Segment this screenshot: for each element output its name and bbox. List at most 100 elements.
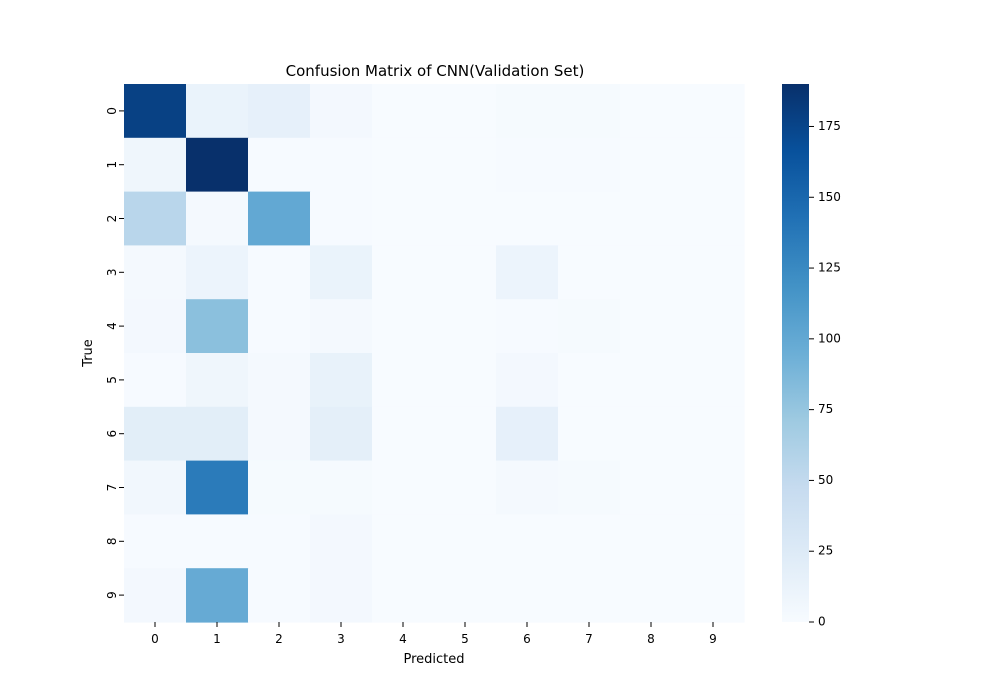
colorbar-tick-label: 100 (818, 331, 841, 345)
heatmap-cell (310, 84, 373, 139)
heatmap-cell (248, 460, 311, 515)
heatmap-cell (248, 568, 311, 623)
heatmap-cell (682, 460, 745, 515)
heatmap-cell (248, 137, 311, 193)
heatmap-cell (248, 299, 311, 354)
heatmap-cell (496, 353, 559, 408)
heatmap-cell (124, 191, 187, 246)
heatmap-cell (186, 353, 249, 408)
heatmap-cell (310, 245, 373, 300)
y-tick-label: 0 (105, 107, 119, 115)
heatmap-cell (620, 137, 683, 193)
x-tick-label: 4 (399, 632, 407, 646)
y-axis: 0 1 2 3 4 5 6 7 8 9 (105, 107, 124, 599)
heatmap-cell (248, 191, 311, 246)
x-axis: 0 1 2 3 4 5 6 7 8 9 (151, 622, 717, 646)
heatmap-cell (124, 245, 187, 300)
heatmap-cell (124, 514, 187, 569)
heatmap-cell (372, 514, 435, 569)
heatmap-cell (496, 568, 559, 623)
colorbar-tick-label: 25 (818, 544, 833, 558)
colorbar-gradient (782, 84, 809, 622)
heatmap-cell (620, 245, 683, 300)
heatmap-cell (186, 568, 249, 623)
heatmap-cell (248, 514, 311, 569)
heatmap-cell (372, 568, 435, 623)
heatmap-cell (682, 84, 745, 139)
y-tick-label: 1 (105, 161, 119, 169)
heatmap-cell (434, 84, 497, 139)
heatmap-cell (496, 137, 559, 193)
heatmap-cell (620, 406, 683, 462)
colorbar-tick-label: 150 (818, 190, 841, 204)
heatmap-cell (434, 191, 497, 246)
heatmap-cell (558, 460, 621, 515)
colorbar-tick-label: 50 (818, 473, 833, 487)
y-tick-label: 4 (105, 322, 119, 330)
x-tick-label: 2 (275, 632, 283, 646)
heatmap-cell (496, 191, 559, 246)
heatmap-cell (124, 568, 187, 623)
heatmap-cell (434, 460, 497, 515)
heatmap-cell (682, 353, 745, 408)
heatmap-cell (186, 84, 249, 139)
heatmap-cell (620, 460, 683, 515)
x-tick-label: 6 (523, 632, 531, 646)
heatmap-cell (372, 84, 435, 139)
heatmap-cell (124, 137, 187, 193)
heatmap-cell (124, 353, 187, 408)
colorbar-tick-label: 75 (818, 402, 833, 416)
heatmap-cell (496, 514, 559, 569)
y-tick-label: 3 (105, 268, 119, 276)
heatmap-cell (620, 514, 683, 569)
heatmap-cell (682, 191, 745, 246)
heatmap-cell (310, 568, 373, 623)
heatmap-cell (186, 460, 249, 515)
heatmap-cell (496, 245, 559, 300)
heatmap-cell (620, 299, 683, 354)
heatmap-cell (248, 353, 311, 408)
heatmap-cell (434, 137, 497, 193)
colorbar: 0 25 50 75 100 125 150 175 (782, 84, 841, 629)
y-axis-label: True (81, 339, 96, 368)
x-tick-label: 5 (461, 632, 469, 646)
heatmap-cell (372, 299, 435, 354)
heatmap-cell (620, 353, 683, 408)
heatmap-cells (124, 84, 745, 623)
heatmap-cell (682, 299, 745, 354)
heatmap-cell (186, 299, 249, 354)
heatmap-cell (434, 299, 497, 354)
heatmap-cell (248, 245, 311, 300)
heatmap-cell (372, 245, 435, 300)
x-tick-label: 0 (151, 632, 159, 646)
heatmap-cell (682, 568, 745, 623)
heatmap-cell (620, 568, 683, 623)
heatmap-cell (248, 84, 311, 139)
heatmap-cell (434, 514, 497, 569)
heatmap-cell (372, 191, 435, 246)
heatmap-cell (682, 245, 745, 300)
x-tick-label: 7 (585, 632, 593, 646)
heatmap-cell (372, 137, 435, 193)
heatmap-cell (558, 514, 621, 569)
heatmap-cell (310, 460, 373, 515)
heatmap-cell (682, 514, 745, 569)
x-axis-label: Predicted (403, 652, 464, 667)
heatmap-cell (558, 84, 621, 139)
heatmap-cell (310, 137, 373, 193)
heatmap-cell (434, 245, 497, 300)
heatmap-cell (186, 191, 249, 246)
heatmap-cell (372, 406, 435, 462)
heatmap-cell (558, 299, 621, 354)
heatmap-cell (496, 299, 559, 354)
heatmap-cell (124, 299, 187, 354)
heatmap-cell (186, 514, 249, 569)
heatmap-cell (310, 299, 373, 354)
heatmap-cell (310, 514, 373, 569)
x-tick-label: 8 (647, 632, 655, 646)
y-tick-label: 5 (105, 376, 119, 384)
y-tick-label: 8 (105, 537, 119, 545)
y-tick-label: 6 (105, 430, 119, 438)
heatmap-cell (372, 353, 435, 408)
